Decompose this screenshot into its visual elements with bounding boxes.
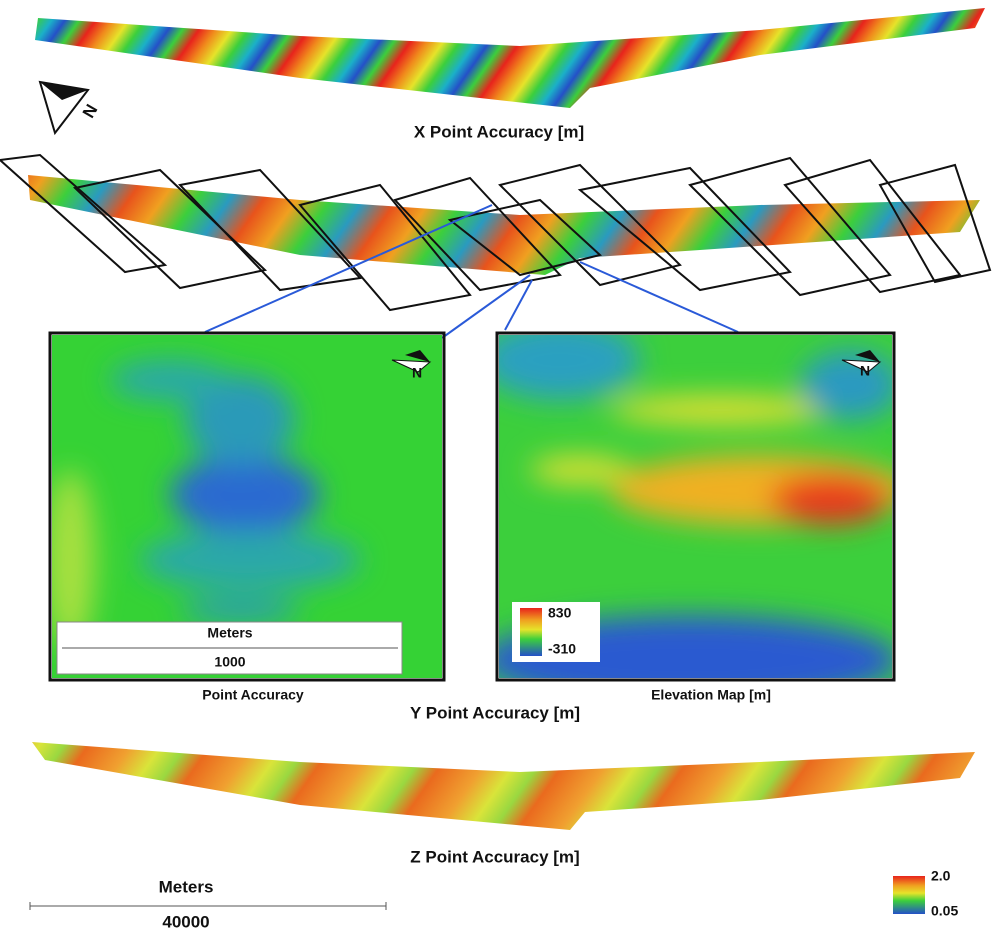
legend-max: 2.0 bbox=[931, 868, 951, 884]
legend-max: 830 bbox=[548, 605, 572, 621]
inset-title: Elevation Map [m] bbox=[651, 687, 771, 703]
accuracy-inset: N Meters 1000 bbox=[45, 333, 444, 680]
scale-value: 1000 bbox=[214, 654, 245, 670]
y-title: Y Point Accuracy [m] bbox=[410, 703, 580, 722]
legend-min: -310 bbox=[548, 641, 576, 657]
z-title: Z Point Accuracy [m] bbox=[410, 847, 579, 866]
z-accuracy-strip bbox=[32, 742, 975, 830]
north-arrow: N bbox=[40, 82, 101, 133]
elevation-legend-ramp bbox=[520, 608, 542, 656]
x-title: X Point Accuracy [m] bbox=[414, 122, 584, 141]
elevation-inset: N 830 -310 bbox=[480, 320, 910, 705]
scale-unit: Meters bbox=[207, 625, 252, 641]
scale-value: 40000 bbox=[162, 912, 209, 931]
north-label: N bbox=[860, 363, 870, 379]
north-label: N bbox=[79, 101, 102, 121]
figure: N X Point Accuracy [m] bbox=[0, 0, 998, 932]
legend-min: 0.05 bbox=[931, 903, 958, 919]
inset-title: Point Accuracy bbox=[202, 687, 304, 703]
north-label: N bbox=[412, 365, 422, 381]
x-accuracy-strip bbox=[35, 8, 985, 108]
scale-unit: Meters bbox=[159, 877, 214, 896]
accuracy-legend: 2.0 0.05 bbox=[893, 868, 958, 919]
scale-bar: Meters 40000 bbox=[30, 877, 386, 931]
